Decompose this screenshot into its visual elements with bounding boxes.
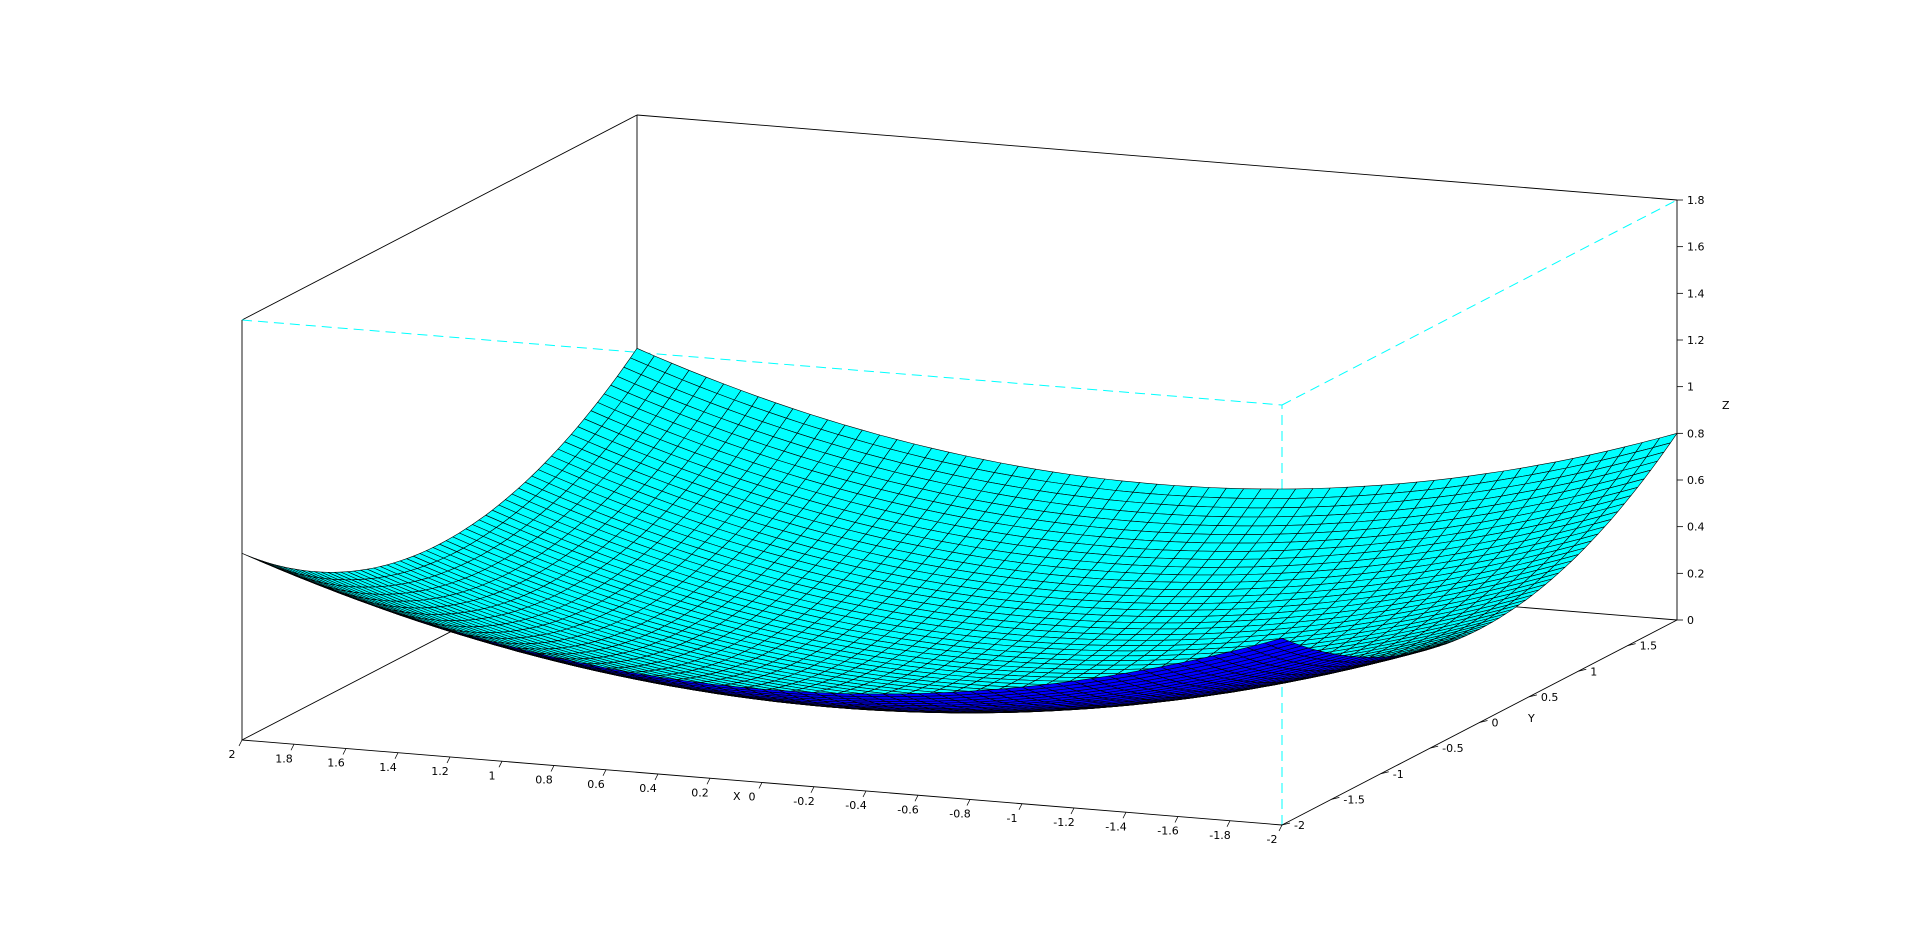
y-tick-label: 0.5: [1541, 691, 1559, 704]
axis-ticks: 2 1.8 1.6 1.4 1.2 1 0.8 0.6 0.4 0.2 0 -0.2 -0.4 -0.6 -…: [229, 194, 1705, 846]
z-tick-label: 0.6: [1687, 474, 1705, 487]
y-tick-label: -1: [1393, 768, 1404, 781]
hidden-edge-front-top: [241, 319, 1283, 406]
x-tick-mark: [654, 773, 659, 781]
y-tick-mark: [1331, 796, 1340, 800]
z-tick-label: 1.4: [1687, 287, 1705, 300]
y-tick-label: 1.5: [1640, 640, 1658, 653]
y-tick-label: 1: [1590, 665, 1597, 678]
x-tick-mark: [498, 761, 503, 768]
z-tick-label: 1.8: [1687, 194, 1705, 207]
x-tick-mark: [1278, 824, 1283, 832]
x-tick-mark: [1018, 803, 1023, 810]
x-tick-mark: [706, 778, 711, 785]
x-tick-label: -2: [1267, 833, 1278, 846]
z-tick-label: 1: [1687, 381, 1694, 394]
y-tick-label: -1.5: [1343, 793, 1364, 806]
z-tick-label: 1.2: [1687, 334, 1705, 347]
box-edge-back-top: [636, 114, 1678, 201]
x-tick-label: 1: [489, 769, 496, 782]
z-axis-label: Z: [1722, 399, 1730, 412]
x-tick-mark: [1174, 816, 1179, 823]
x-tick-label: -0.2: [793, 795, 814, 808]
x-tick-mark: [446, 756, 451, 764]
x-tick-mark: [914, 795, 919, 802]
x-tick-mark: [758, 782, 763, 789]
hidden-edge-right-top: [1281, 199, 1678, 406]
z-tick-label: 0: [1687, 614, 1694, 627]
x-tick-label: -0.4: [845, 799, 866, 812]
x-tick-mark: [342, 748, 347, 755]
x-tick-label: -1.6: [1157, 825, 1178, 838]
z-tick-label: 1.6: [1687, 241, 1705, 254]
box-edge-left-top: [241, 114, 638, 321]
y-tick-label: 0: [1492, 717, 1499, 730]
x-tick-label: 0.2: [691, 786, 709, 799]
x-tick-label: 0.8: [535, 774, 553, 787]
x-tick-label: 0: [749, 791, 756, 804]
y-tick-mark: [1627, 643, 1636, 647]
x-tick-mark: [394, 752, 399, 759]
x-tick-mark: [1122, 812, 1127, 819]
x-tick-mark: [1070, 807, 1075, 815]
x-tick-mark: [1226, 820, 1231, 827]
y-tick-mark: [1528, 694, 1537, 698]
y-tick-mark: [1479, 720, 1488, 723]
x-tick-mark: [862, 790, 867, 798]
x-tick-label: 2: [229, 748, 236, 761]
x-tick-label: -0.6: [897, 803, 918, 816]
y-tick-mark: [1281, 822, 1291, 826]
x-tick-mark: [550, 765, 555, 772]
surface-mesh: [241, 347, 1678, 714]
x-tick-mark: [238, 739, 243, 747]
y-tick-mark: [1430, 745, 1439, 749]
x-tick-label: 1.6: [327, 757, 345, 770]
x-tick-label: 1.8: [275, 752, 293, 765]
x-tick-label: 0.4: [639, 782, 657, 795]
y-tick-label: -2: [1294, 819, 1305, 832]
z-tick-label: 0.4: [1687, 521, 1705, 534]
x-tick-mark: [602, 769, 607, 776]
z-tick-label: 0.2: [1687, 567, 1705, 580]
y-axis-label: Y: [1527, 712, 1535, 725]
y-tick-label: -0.5: [1442, 742, 1463, 755]
y-tick-mark: [1380, 771, 1389, 775]
z-tick-label: 0.8: [1687, 427, 1705, 440]
x-tick-label: -1: [1007, 812, 1018, 825]
x-tick-label: 1.4: [379, 761, 397, 774]
x-tick-label: 1.2: [431, 765, 449, 778]
x-tick-mark: [290, 744, 295, 751]
x-tick-mark: [810, 786, 815, 793]
x-tick-label: -1.8: [1209, 829, 1230, 842]
x-tick-mark: [966, 799, 971, 806]
x-tick-label: -1.2: [1053, 816, 1074, 829]
x-tick-label: -1.4: [1105, 820, 1126, 833]
x-tick-label: 0.6: [587, 778, 605, 791]
x-axis-label: X: [733, 790, 741, 803]
surface-facet: [1264, 637, 1289, 647]
x-tick-label: -0.8: [949, 808, 970, 821]
y-tick-mark: [1578, 668, 1587, 672]
